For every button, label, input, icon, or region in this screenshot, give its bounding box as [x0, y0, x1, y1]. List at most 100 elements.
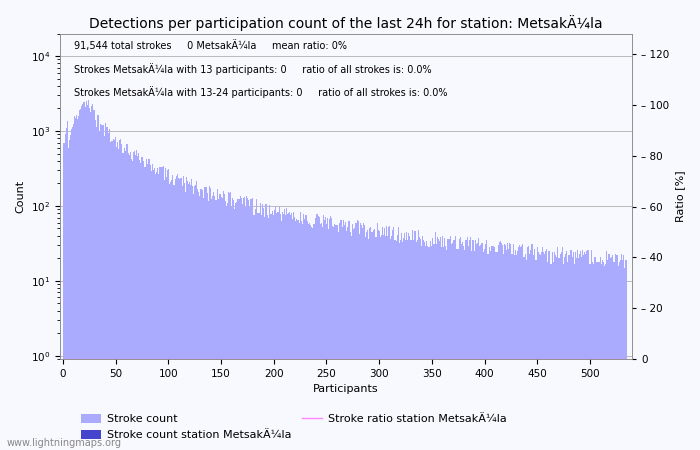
Bar [262, 208, 264, 450]
Bar [433, 244, 435, 450]
Bar [368, 239, 369, 450]
Bar [467, 237, 468, 450]
Bar [410, 240, 412, 450]
Bar [618, 266, 619, 450]
Bar [196, 181, 197, 450]
Bar [214, 196, 216, 450]
Bar [111, 141, 112, 450]
Bar [197, 189, 198, 450]
Bar [546, 248, 547, 450]
Bar [320, 224, 321, 450]
Bar [374, 229, 375, 450]
Bar [251, 199, 252, 450]
Bar [489, 248, 491, 450]
Bar [333, 227, 335, 450]
Bar [166, 177, 167, 450]
Bar [208, 201, 209, 450]
Bar [484, 248, 485, 450]
Bar [545, 251, 546, 450]
Bar [438, 239, 439, 450]
Bar [270, 215, 271, 450]
Bar [428, 248, 429, 450]
Bar [560, 254, 561, 450]
Bar [245, 207, 246, 450]
Bar [135, 155, 136, 450]
Bar [448, 239, 449, 450]
Bar [498, 245, 499, 450]
Bar [343, 220, 344, 450]
Bar [100, 124, 102, 450]
Bar [418, 230, 419, 450]
Bar [615, 254, 616, 450]
Bar [598, 262, 599, 450]
Bar [604, 266, 606, 450]
Bar [352, 224, 354, 450]
Bar [406, 232, 407, 450]
Bar [186, 176, 187, 450]
Bar [254, 215, 256, 450]
Bar [469, 240, 470, 450]
Bar [326, 224, 327, 450]
Bar [350, 232, 351, 450]
Bar [523, 256, 524, 450]
Bar [288, 213, 289, 450]
Bar [393, 227, 395, 450]
Bar [487, 254, 489, 450]
Bar [516, 255, 517, 450]
Text: Strokes MetsakÄ¼la with 13 participants: 0     ratio of all strokes is: 0.0%: Strokes MetsakÄ¼la with 13 participants:… [74, 63, 432, 75]
Bar [506, 250, 507, 450]
Bar [381, 235, 382, 450]
Bar [364, 225, 365, 450]
Bar [97, 115, 98, 450]
Bar [403, 238, 404, 450]
Bar [230, 192, 231, 450]
Bar [202, 198, 204, 450]
Bar [243, 198, 244, 450]
Bar [146, 159, 147, 450]
Bar [294, 217, 295, 450]
Bar [619, 262, 620, 450]
Bar [363, 223, 364, 450]
Bar [583, 255, 584, 450]
Bar [131, 159, 132, 450]
Bar [218, 198, 220, 450]
Bar [232, 198, 233, 450]
Bar [329, 219, 330, 450]
Bar [216, 200, 218, 450]
Bar [134, 151, 135, 450]
Bar [575, 252, 576, 450]
Bar [480, 245, 481, 450]
Bar [347, 227, 348, 450]
Bar [117, 142, 118, 450]
Bar [210, 188, 211, 450]
Bar [229, 193, 230, 450]
Bar [110, 142, 111, 450]
Bar [81, 106, 83, 450]
Bar [275, 206, 276, 450]
Bar [600, 256, 601, 450]
Bar [337, 232, 339, 450]
Bar [132, 161, 133, 450]
Bar [306, 215, 307, 450]
Bar [339, 223, 340, 450]
Bar [479, 246, 480, 450]
Bar [589, 264, 591, 450]
Bar [330, 216, 331, 450]
Bar [383, 235, 384, 450]
Bar [437, 237, 438, 450]
Bar [537, 248, 538, 450]
Bar [556, 256, 557, 450]
Bar [172, 176, 173, 450]
Bar [293, 212, 294, 450]
Bar [316, 214, 318, 450]
Bar [248, 200, 249, 450]
Bar [271, 214, 272, 450]
Bar [573, 252, 574, 450]
Bar [582, 250, 583, 450]
Bar [73, 124, 74, 450]
Bar [535, 260, 536, 450]
Bar [625, 260, 626, 450]
Y-axis label: Ratio [%]: Ratio [%] [675, 171, 685, 222]
Bar [597, 262, 598, 450]
Bar [213, 192, 214, 450]
